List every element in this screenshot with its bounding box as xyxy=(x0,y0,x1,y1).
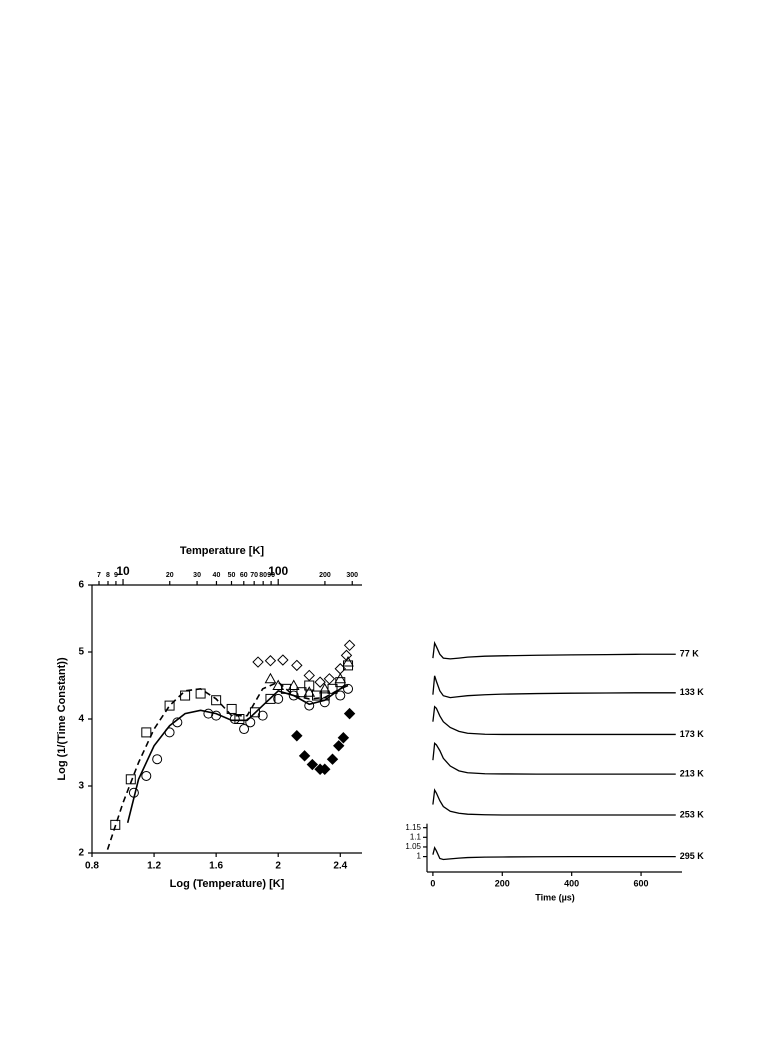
y-tick-label: 2 xyxy=(78,848,84,859)
x2-tick-label: 80 xyxy=(259,572,267,579)
x2-tick-label: 7 xyxy=(97,572,101,579)
trace xyxy=(432,741,676,775)
trace xyxy=(432,788,676,816)
y-tick-label: 6 xyxy=(78,580,84,591)
trace xyxy=(432,845,676,861)
marker-diamond xyxy=(306,758,319,771)
y-tick-label: 3 xyxy=(78,781,84,792)
y-tick-label: 4 xyxy=(78,714,84,725)
x2-tick-label: 300 xyxy=(346,572,358,579)
x2-tick-label: 100 xyxy=(268,564,288,578)
x-tick-label: 2.4 xyxy=(333,861,347,872)
marker-circle xyxy=(343,683,354,694)
y-tick-label: 5 xyxy=(78,647,84,658)
trace-label: 173 K xyxy=(680,729,705,739)
marker-circle xyxy=(319,697,330,708)
y-tick-label: 1 xyxy=(417,852,422,861)
marker-square xyxy=(125,774,136,785)
marker-diamond xyxy=(277,654,289,666)
x2-tick-label: 10 xyxy=(116,564,130,578)
marker-diamond xyxy=(333,740,345,752)
trace-label: 213 K xyxy=(680,768,705,778)
x2-tick-label: 30 xyxy=(193,572,201,579)
trace-label: 133 K xyxy=(680,687,705,697)
x-tick-label: 0.8 xyxy=(85,861,99,872)
marker-square xyxy=(164,700,175,711)
marker-triangle xyxy=(287,679,300,690)
x2-tick-label: 200 xyxy=(319,572,331,579)
x-tick-label: 400 xyxy=(564,878,579,888)
x2-tick-label: 20 xyxy=(166,572,174,579)
trace-label: 77 K xyxy=(680,649,700,659)
y-tick-label: 1.1 xyxy=(410,832,422,841)
marker-diamond xyxy=(323,673,336,685)
marker-circle xyxy=(239,724,250,735)
y-tick-label: 1.05 xyxy=(405,842,421,851)
marker-circle xyxy=(152,754,163,765)
x-tick-label: 1.6 xyxy=(209,861,223,872)
marker-circle xyxy=(335,690,346,701)
x-tick-label: 1.2 xyxy=(147,861,161,872)
marker-triangle xyxy=(303,686,316,697)
marker-square xyxy=(180,690,191,701)
marker-triangle xyxy=(334,672,347,684)
marker-circle xyxy=(141,770,152,781)
trace xyxy=(432,705,676,736)
marker-circle xyxy=(304,700,315,711)
marker-square xyxy=(312,690,322,701)
marker-circle xyxy=(257,710,268,721)
trace xyxy=(432,675,676,699)
marker-diamond xyxy=(298,750,311,762)
x2-tick-label: 70 xyxy=(250,572,258,579)
marker-diamond xyxy=(291,659,303,672)
marker-diamond xyxy=(291,730,303,742)
marker-diamond xyxy=(337,732,350,744)
fit-curve xyxy=(126,684,349,824)
marker-circle xyxy=(288,690,299,701)
marker-diamond xyxy=(343,639,356,652)
marker-diamond xyxy=(319,763,331,775)
x-tick-label: 2 xyxy=(275,861,281,872)
marker-diamond xyxy=(314,676,326,688)
marker-square xyxy=(265,693,276,704)
x-tick-label: 200 xyxy=(495,878,510,888)
marker-triangle xyxy=(264,672,277,684)
marker-square xyxy=(110,819,121,830)
trace xyxy=(432,640,676,660)
marker-square xyxy=(195,688,206,699)
marker-circle xyxy=(245,717,256,728)
marker-triangle xyxy=(342,656,354,667)
x2-tick-label: 40 xyxy=(213,572,221,579)
x-axis-label: Log (Temperature) [K] xyxy=(170,878,285,890)
x-tick-label: 600 xyxy=(634,878,649,888)
marker-diamond xyxy=(252,656,264,668)
x-tick-label: 0 xyxy=(430,878,435,888)
x2-tick-label: 90 xyxy=(267,572,275,579)
marker-square xyxy=(141,727,152,738)
marker-diamond xyxy=(343,707,356,720)
marker-circle xyxy=(273,693,284,704)
marker-triangle xyxy=(318,682,331,694)
x2-axis-label: Temperature [K] xyxy=(180,545,264,557)
x2-tick-label: 9 xyxy=(114,572,118,579)
y-tick-label: 1.15 xyxy=(405,823,421,832)
trace-label: 253 K xyxy=(680,809,705,819)
x2-tick-label: 8 xyxy=(106,572,110,579)
y-axis-label: Log (1/(Time Constant)) xyxy=(56,657,68,781)
marker-square xyxy=(211,695,222,706)
marker-diamond xyxy=(326,753,339,765)
marker-square xyxy=(234,714,245,724)
x2-tick-label: 50 xyxy=(228,572,236,579)
fit-curve xyxy=(106,681,349,850)
x2-tick-label: 60 xyxy=(240,572,248,579)
marker-diamond xyxy=(303,669,315,682)
marker-diamond xyxy=(264,655,277,667)
trace-label: 295 K xyxy=(680,851,705,861)
x-axis-label: Time (µs) xyxy=(535,892,575,902)
marker-square xyxy=(226,703,237,714)
